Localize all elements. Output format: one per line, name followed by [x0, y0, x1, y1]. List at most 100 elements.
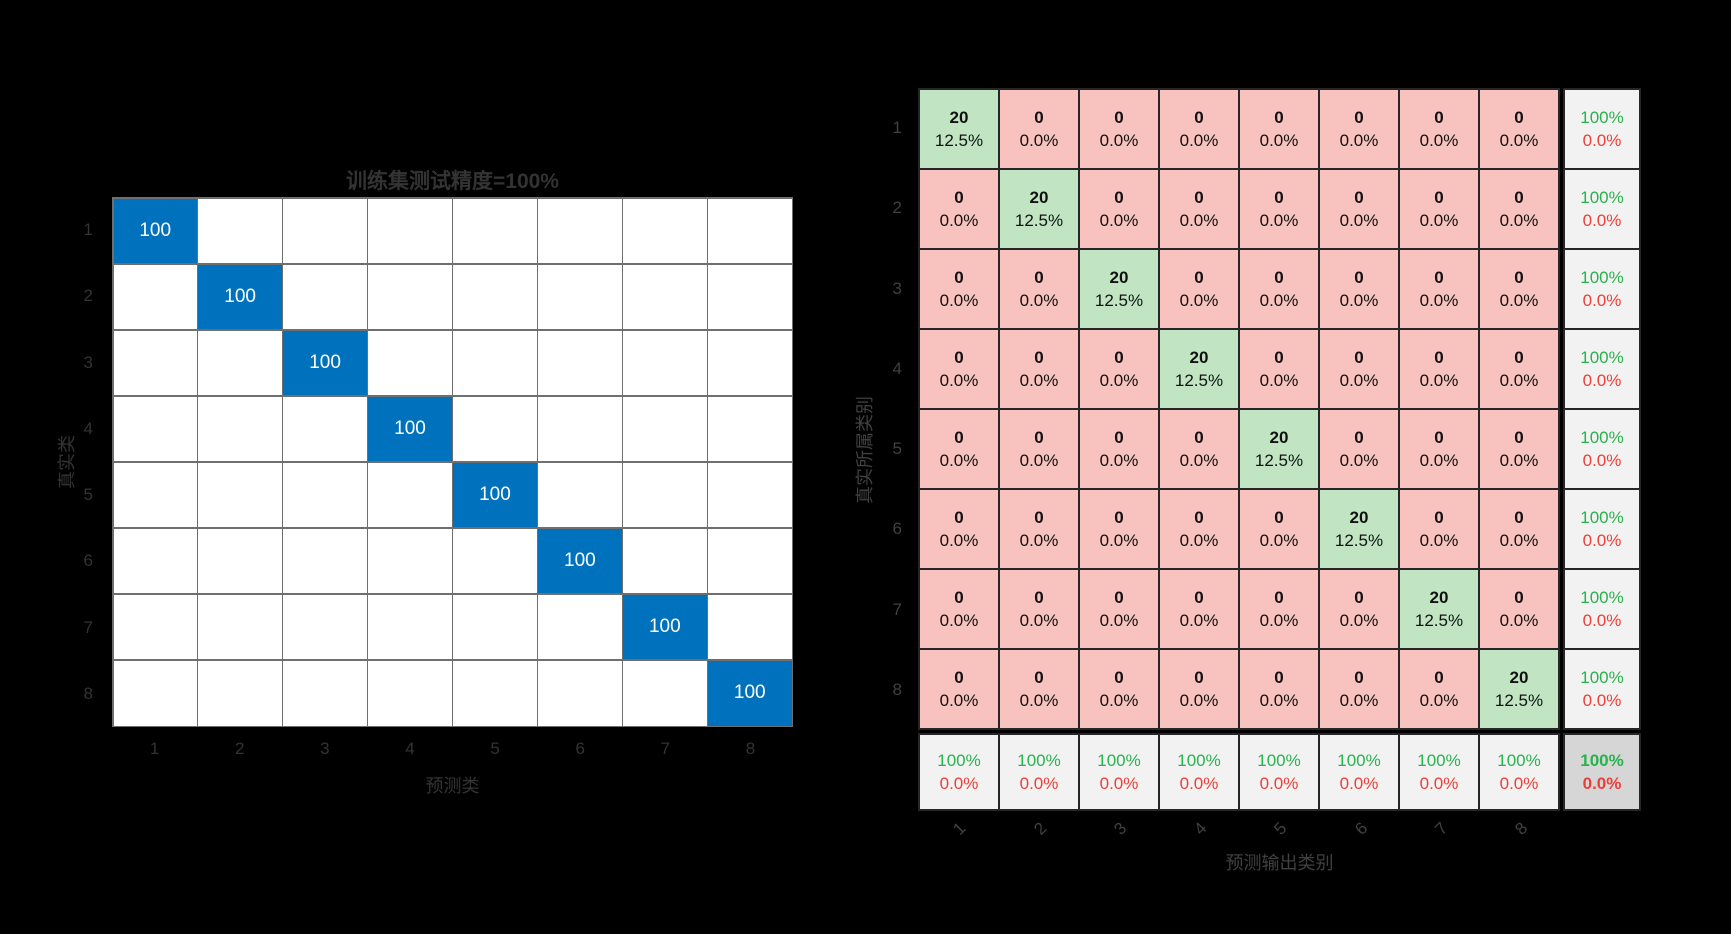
cell-count: 0 — [954, 348, 964, 367]
left-confusion-matrix: 100 100 100 100 100 100 100 100 — [112, 197, 793, 727]
left-cell-r2-c5 — [453, 264, 537, 330]
left-cell-r4-c3 — [283, 396, 367, 462]
summary-incorrect-pct: 0.0% — [939, 774, 979, 793]
right-cell-r3-c4: 0 0.0% — [1160, 250, 1238, 328]
left-xtick-1: 1 — [149, 739, 160, 758]
right-cell-r5-c6: 0 0.0% — [1320, 410, 1398, 488]
summary-incorrect-pct: 0.0% — [1582, 211, 1622, 230]
right-cell-r7-c1: 0 0.0% — [920, 570, 998, 648]
left-cell-r7-c1 — [113, 594, 197, 660]
cell-count: 0 — [1354, 588, 1364, 607]
cell-percent: 0.0% — [1099, 531, 1139, 550]
cell-count: 0 — [1114, 188, 1124, 207]
left-cell-r4-c1 — [113, 396, 197, 462]
cell-count: 0 — [1434, 428, 1444, 447]
right-xtick-7-wrap: 7 — [1400, 810, 1480, 850]
cell-count: 0 — [1034, 668, 1044, 687]
cell-percent: 0.0% — [1419, 691, 1459, 710]
left-cell-r1-c8 — [708, 198, 792, 264]
left-xtick-6: 6 — [575, 739, 585, 758]
cell-percent: 0.0% — [1019, 531, 1059, 550]
left-cell-r6-c5 — [453, 528, 537, 594]
cell-count: 0 — [954, 508, 964, 527]
row-summary-5: 100% 0.0% — [1565, 410, 1639, 488]
right-xtick-6-wrap: 6 — [1319, 810, 1399, 850]
left-cell-r6-c8 — [708, 528, 792, 594]
left-cell-r5-c5: 100 — [453, 462, 537, 528]
cell-count: 0 — [1194, 268, 1204, 287]
cell-percent: 0.0% — [1419, 131, 1459, 150]
left-cell-r4-c8 — [708, 396, 792, 462]
right-cell-r1-c5: 0 0.0% — [1240, 90, 1318, 168]
right-cell-r5-c8: 0 0.0% — [1480, 410, 1558, 488]
cell-percent: 0.0% — [1019, 611, 1059, 630]
cell-percent: 0.0% — [1019, 291, 1059, 310]
cell-percent: 0.0% — [939, 451, 979, 470]
cell-percent: 0.0% — [1339, 451, 1379, 470]
left-xtick-8: 8 — [745, 739, 756, 758]
left-cell-r5-c2 — [198, 462, 282, 528]
left-cell-r6-c3 — [283, 528, 367, 594]
right-cell-r2-c8: 0 0.0% — [1480, 170, 1558, 248]
left-cell-r4-c2 — [198, 396, 282, 462]
col-summary-3: 100% 0.0% — [1080, 735, 1158, 809]
cell-percent: 12.5% — [1254, 451, 1304, 470]
cell-count: 0 — [1434, 508, 1444, 527]
left-cell-r8-c1 — [113, 660, 197, 726]
left-cell-r8-c3 — [283, 660, 367, 726]
left-cell-r5-c8 — [708, 462, 792, 528]
left-cell-r7-c4 — [368, 594, 452, 660]
cell-percent: 12.5% — [1094, 291, 1144, 310]
right-xtick-2: 2 — [1029, 818, 1051, 839]
cell-percent: 0.0% — [1419, 211, 1459, 230]
right-ytick-6: 6 — [892, 519, 902, 539]
cell-percent: 0.0% — [1339, 611, 1379, 630]
right-cell-r5-c1: 0 0.0% — [920, 410, 998, 488]
cell-count: 0 — [1274, 508, 1284, 527]
right-cell-r2-c5: 0 0.0% — [1240, 170, 1318, 248]
right-cell-r8-c8: 20 12.5% — [1480, 650, 1558, 728]
summary-correct-pct: 100% — [1580, 348, 1624, 367]
cell-count: 0 — [1434, 108, 1444, 127]
cell-count: 0 — [1514, 588, 1524, 607]
right-cell-r4-c3: 0 0.0% — [1080, 330, 1158, 408]
cell-percent: 0.0% — [1179, 531, 1219, 550]
cell-count: 0 — [1194, 188, 1204, 207]
right-cell-r8-c4: 0 0.0% — [1160, 650, 1238, 728]
summary-correct-pct: 100% — [1417, 751, 1461, 770]
left-cell-r1-c1: 100 — [113, 198, 197, 264]
right-xtick-3: 3 — [1110, 818, 1131, 839]
cell-count: 0 — [1194, 508, 1204, 527]
right-chart-ytick-labels: 1 2 3 4 5 6 7 8 — [874, 88, 906, 730]
cell-count: 0 — [1114, 668, 1124, 687]
left-ytick-7: 7 — [83, 617, 93, 637]
cell-percent: 0.0% — [1019, 451, 1059, 470]
summary-incorrect-pct: 0.0% — [1582, 611, 1622, 630]
cell-count: 0 — [1514, 188, 1524, 207]
right-xtick-8: 8 — [1511, 818, 1532, 839]
cell-count: 0 — [1514, 348, 1524, 367]
cell-percent: 0.0% — [1419, 451, 1459, 470]
right-xtick-4: 4 — [1190, 818, 1211, 839]
summary-incorrect-pct: 0.0% — [1582, 691, 1622, 710]
cell-percent: 0.0% — [1099, 611, 1139, 630]
cell-percent: 0.0% — [1099, 211, 1139, 230]
cell-percent: 0.0% — [1179, 131, 1219, 150]
cell-count: 0 — [1274, 108, 1284, 127]
cell-count: 0 — [1114, 508, 1124, 527]
right-cell-r7-c2: 0 0.0% — [1000, 570, 1078, 648]
right-chart-x-axis-label: 预测输出类别 — [1225, 853, 1334, 873]
cell-count: 0 — [1354, 428, 1364, 447]
left-xtick-2: 2 — [234, 739, 245, 758]
right-cell-r8-c3: 0 0.0% — [1080, 650, 1158, 728]
cell-percent: 0.0% — [1339, 371, 1379, 390]
left-cell-r3-c7 — [623, 330, 707, 396]
right-ytick-7: 7 — [892, 599, 902, 619]
col-summary-1: 100% 0.0% — [920, 735, 998, 809]
right-cell-r1-c7: 0 0.0% — [1400, 90, 1478, 168]
cell-count: 0 — [954, 188, 964, 207]
col-summary-2: 100% 0.0% — [1000, 735, 1078, 809]
right-total-accuracy-cell: 100% 0.0% — [1563, 733, 1641, 811]
summary-correct-pct: 100% — [1257, 751, 1301, 770]
